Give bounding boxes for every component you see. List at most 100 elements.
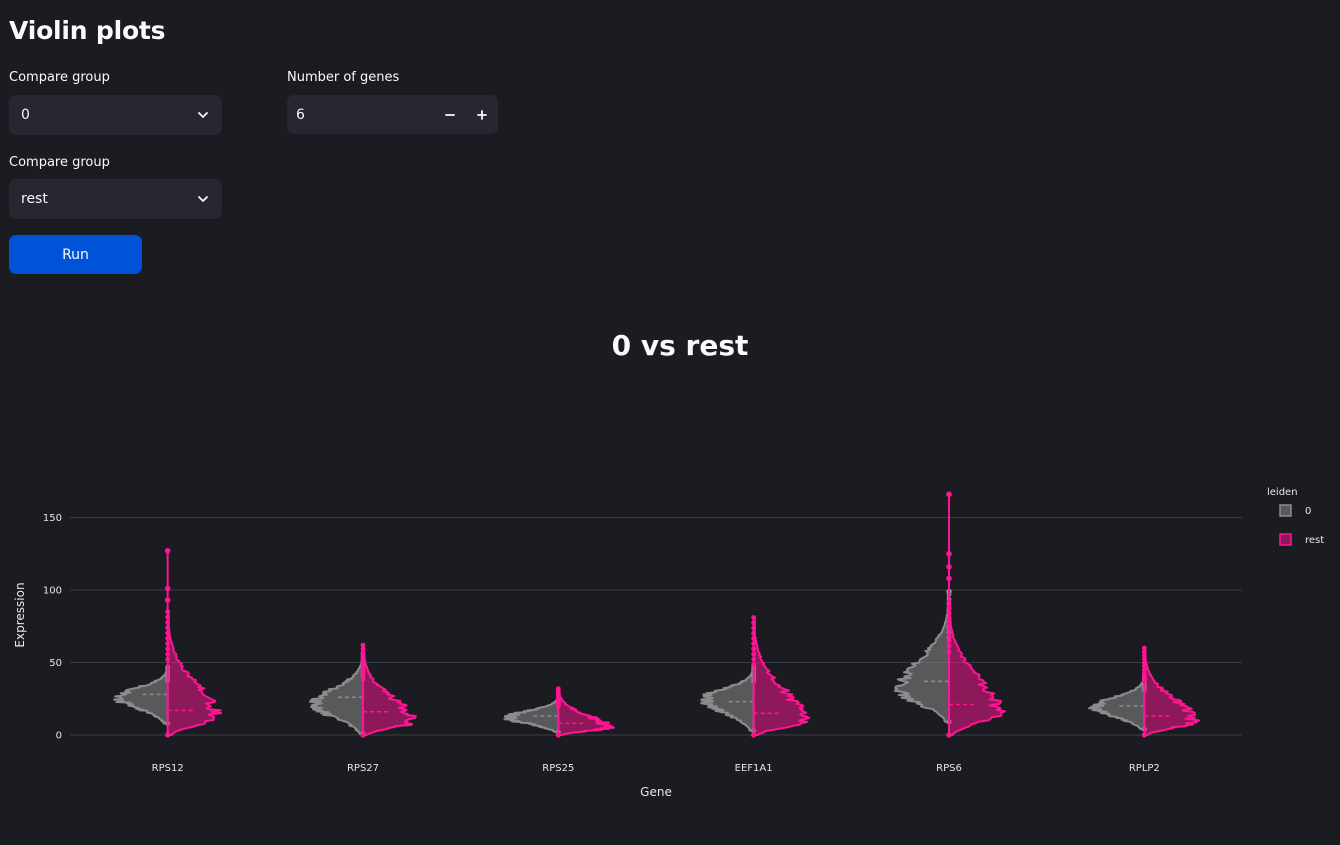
data-point [165, 656, 171, 662]
data-point [360, 665, 366, 671]
data-point [165, 609, 171, 615]
data-point [360, 673, 366, 679]
legend-swatch[interactable] [1279, 533, 1292, 546]
data-point [751, 641, 757, 647]
x-axis-label: Gene [640, 785, 672, 799]
min-point [165, 732, 171, 738]
data-point [946, 643, 952, 649]
data-point [1141, 675, 1147, 680]
outlier-point [946, 564, 952, 570]
data-point [360, 650, 366, 656]
data-point [165, 630, 171, 636]
x-tick-label: EEF1A1 [735, 763, 773, 774]
data-point [751, 625, 757, 631]
violin-body [1143, 647, 1201, 736]
data-point [360, 642, 366, 648]
data-point [1141, 678, 1147, 684]
y-tick-label: 50 [49, 658, 62, 669]
y-ticks: 0 50 100 150 [43, 513, 62, 742]
data-point [751, 636, 757, 641]
data-point [751, 620, 757, 626]
data-point [165, 641, 171, 646]
min-point [1141, 732, 1147, 738]
number-of-genes-input[interactable]: 6 [287, 95, 498, 134]
legend-entry[interactable]: 0 [1305, 506, 1311, 517]
data-point [1141, 660, 1147, 666]
data-point [946, 627, 952, 632]
data-point [751, 630, 757, 636]
data-point [1141, 664, 1147, 669]
legend-title: leiden [1267, 487, 1298, 498]
data-point [1141, 649, 1147, 655]
compare-group-value: 0 [21, 107, 30, 123]
data-point [165, 646, 171, 652]
violin-chart: 0 vs rest 0 50 100 150 RPS12 RPS27 RPS25 EEF1A… [13, 329, 1324, 799]
violin-0-RPS27 [308, 651, 366, 737]
x-tick-label: RPS6 [936, 763, 962, 774]
violins [113, 491, 1201, 738]
y-tick-label: 100 [43, 586, 62, 597]
data-point [165, 625, 171, 631]
compare-group-2-select[interactable]: rest [9, 179, 222, 219]
violin-body [752, 616, 811, 736]
chevron-down-icon [198, 112, 208, 118]
data-point [1141, 656, 1147, 662]
run-button[interactable]: Run [9, 235, 142, 274]
increment-button[interactable] [466, 95, 498, 134]
decrement-button[interactable] [434, 95, 466, 134]
violin-body [308, 652, 364, 735]
y-axis-label: Expression [13, 582, 27, 647]
violin-body [166, 610, 223, 736]
data-point [1141, 671, 1147, 677]
violin-rest-RPS12 [164, 548, 223, 738]
x-tick-label: RPLP2 [1129, 763, 1160, 774]
chart-title: 0 vs rest [612, 329, 749, 362]
violin-rest-RPS6 [946, 491, 1006, 738]
data-point [165, 614, 171, 620]
violin-0-RPS6 [893, 588, 952, 725]
data-point [751, 651, 757, 657]
compare-group-2-label: Compare group [9, 155, 110, 170]
data-point [946, 610, 952, 616]
number-of-genes-value[interactable]: 6 [296, 106, 305, 123]
violin-0-RPS12 [113, 664, 171, 726]
data-point [1141, 645, 1147, 651]
data-point [946, 621, 952, 627]
outlier-point [164, 548, 171, 554]
data-point [360, 661, 366, 667]
violin-0-RPLP2 [1088, 673, 1147, 732]
data-point [555, 686, 561, 691]
data-point [946, 632, 952, 638]
compare-group-2-value: rest [21, 191, 48, 207]
y-tick-label: 150 [43, 513, 62, 524]
outlier-point [164, 597, 171, 603]
grid-lines [70, 517, 1242, 736]
data-point [1141, 652, 1147, 658]
violin-body [503, 694, 560, 734]
compare-group-select[interactable]: 0 [9, 95, 222, 135]
legend-entry[interactable]: rest [1305, 535, 1324, 546]
violin-0-EEF1A1 [700, 664, 757, 734]
violin-body [948, 600, 1006, 736]
violin-body [1088, 674, 1146, 731]
x-tick-label: RPS27 [347, 763, 379, 774]
y-tick-label: 0 [56, 731, 62, 742]
violin-rest-RPLP2 [1141, 645, 1201, 738]
data-point [360, 669, 366, 675]
min-point [751, 732, 757, 738]
data-point [946, 599, 952, 604]
outlier-point [946, 550, 952, 557]
data-point [1141, 667, 1147, 673]
data-point [946, 638, 952, 644]
min-point [946, 732, 952, 738]
outlier-point [164, 585, 171, 592]
violin-rest-RPS25 [555, 686, 615, 738]
violin-body [893, 593, 950, 723]
data-point [360, 646, 366, 652]
data-point [751, 646, 757, 652]
legend: leiden 0 rest [1267, 487, 1324, 546]
data-point [751, 615, 757, 620]
legend-swatch[interactable] [1279, 504, 1292, 517]
data-point [946, 604, 952, 610]
x-tick-label: RPS25 [542, 763, 574, 774]
